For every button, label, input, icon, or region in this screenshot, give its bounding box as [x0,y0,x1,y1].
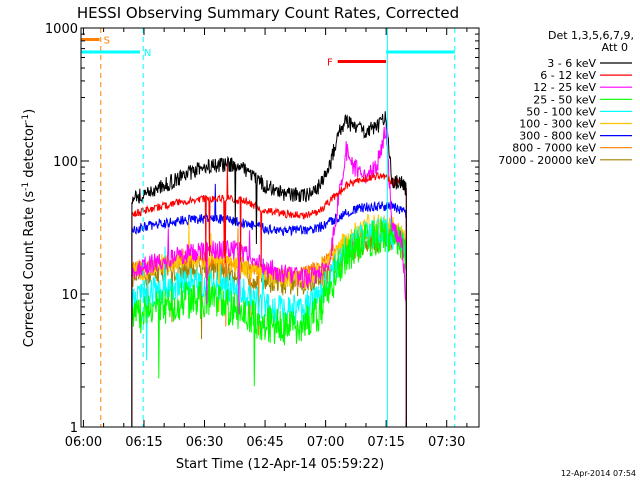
legend-label: 50 - 100 keV [526,105,596,118]
axis-layer: 06:00 06:15 06:30 06:45 07:00 07:15 07:30 1 10 10… [45,22,479,450]
x-tick-label: 06:30 [186,435,223,450]
legend-label: 6 - 12 keV [540,69,596,82]
legend-header-attenuator: Att 0 [602,41,628,54]
legend-label: 7000 - 20000 keV [498,154,596,167]
y-tick-label: 1000 [45,22,78,37]
y-tick-label: 1 [70,421,78,436]
y-axis-label-end: ) [22,109,37,114]
marker-layer: S N F [81,28,456,427]
legend-label: 12 - 25 keV [533,81,596,94]
x-tick-label: 06:45 [246,435,283,450]
series-line [131,162,407,427]
legend-label: 100 - 300 keV [519,118,596,131]
y-axis-label-mid: detector [22,122,37,182]
flag-label: F [327,57,333,68]
x-tick-label: 07:30 [428,435,465,450]
y-axis-label-main: Corrected Count Rate (s [22,191,37,348]
y-tick-label: 100 [53,155,78,170]
plot-timestamp: 12-Apr-2014 07:54 [561,469,636,478]
series-line [131,183,407,427]
legend-label: 800 - 7000 keV [512,142,596,155]
flag-label: N [144,48,151,59]
series-line [131,216,407,427]
plot-frame [80,27,480,428]
y-tick-label: 10 [61,288,78,303]
series-line [131,111,407,427]
x-tick-label: 07:15 [367,435,404,450]
series-layer [131,111,407,427]
series-line [131,120,407,427]
y-axis-label: Corrected Count Rate (s-1 detector-1) [21,109,37,347]
legend-label: 25 - 50 keV [533,93,596,106]
x-axis-label: Start Time (12-Apr-14 05:59:22) [176,457,384,472]
x-tick-label: 06:15 [125,435,162,450]
x-tick-label: 07:00 [307,435,344,450]
legend-label: 3 - 6 keV [547,57,596,70]
legend-label: 300 - 800 keV [519,130,596,143]
flag-label: S [104,35,110,46]
legend-header-detectors: Det 1,3,5,6,7,9, [548,29,634,42]
y-axis-label-sup2: -1 [21,114,31,123]
x-tick-label: 06:00 [65,435,102,450]
y-axis-label-sup1: -1 [21,182,31,191]
chart-title: HESSI Observing Summary Count Rates, Cor… [77,4,459,22]
